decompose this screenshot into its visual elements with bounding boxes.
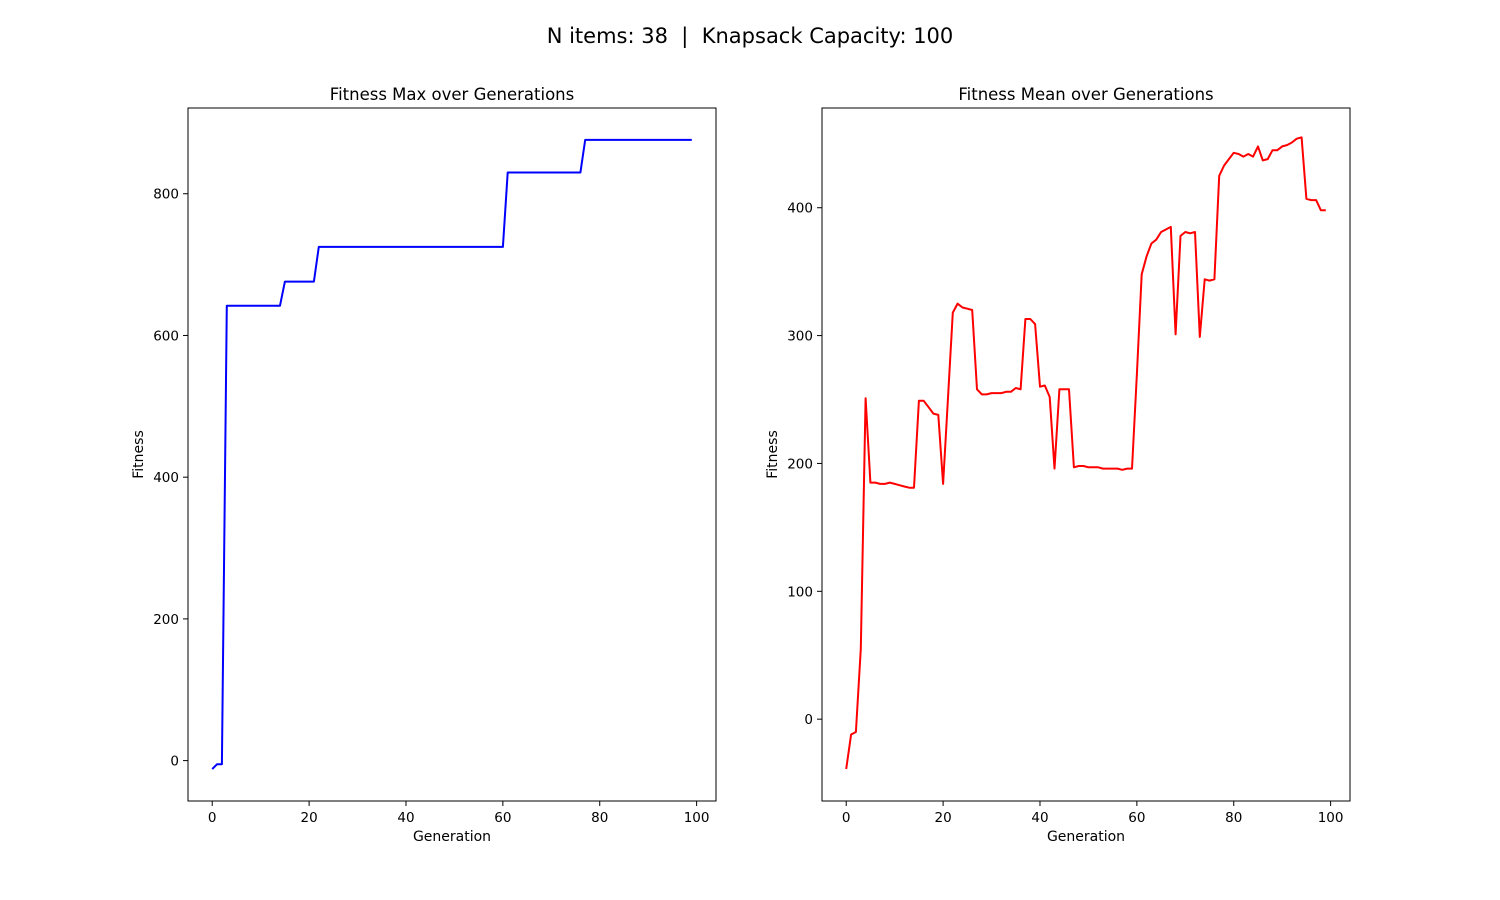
y-tick-label: 400 — [153, 470, 179, 486]
x-tick-label: 80 — [1225, 810, 1242, 826]
x-tick-label: 0 — [842, 810, 851, 826]
x-tick-label: 60 — [494, 810, 511, 826]
y-axis-label: Fitness — [131, 430, 147, 479]
y-tick-label: 200 — [787, 456, 813, 472]
series-line-0 — [845, 136, 1326, 770]
axes-frame — [187, 107, 717, 802]
x-tick-label: 80 — [591, 810, 608, 826]
x-tick-label: 40 — [1031, 810, 1048, 826]
x-tick-label: 40 — [397, 810, 414, 826]
chart-title: Fitness Mean over Generations — [958, 85, 1213, 104]
y-tick-label: 0 — [804, 712, 813, 728]
x-tick-label: 100 — [684, 810, 710, 826]
axes-frame — [821, 107, 1351, 802]
y-tick-label: 300 — [787, 329, 813, 345]
x-axis-label: Generation — [413, 829, 491, 845]
x-tick-label: 20 — [301, 810, 318, 826]
figure-suptitle: N items: 38 | Knapsack Capacity: 100 — [546, 24, 954, 48]
y-tick-label: 100 — [787, 584, 813, 600]
x-tick-label: 100 — [1318, 810, 1344, 826]
y-tick-label: 200 — [153, 612, 179, 628]
series-line-0 — [211, 138, 692, 770]
chart-title: Fitness Max over Generations — [330, 85, 574, 104]
y-tick-label: 800 — [153, 187, 179, 203]
x-tick-label: 20 — [935, 810, 952, 826]
x-axis-label: Generation — [1047, 829, 1125, 845]
y-tick-label: 0 — [170, 754, 179, 770]
y-tick-label: 400 — [787, 201, 813, 217]
y-tick-label: 600 — [153, 328, 179, 344]
x-tick-label: 60 — [1128, 810, 1145, 826]
y-axis-label: Fitness — [765, 430, 781, 479]
x-tick-label: 0 — [208, 810, 217, 826]
